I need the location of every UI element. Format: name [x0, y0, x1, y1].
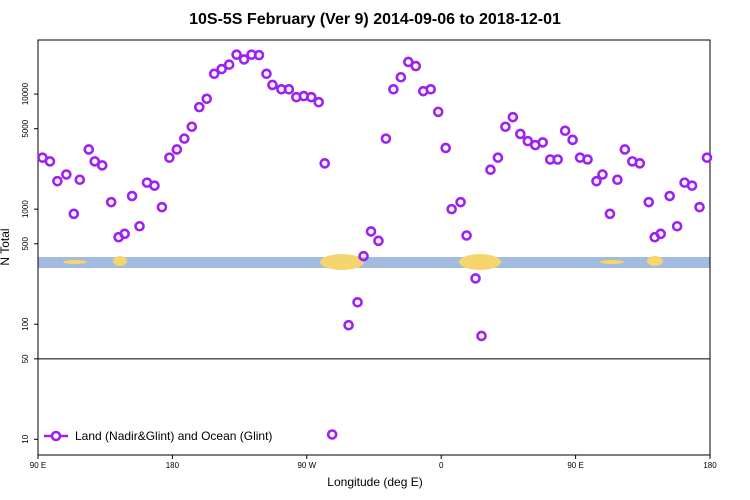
point — [201, 93, 213, 105]
point — [604, 208, 616, 220]
point — [179, 133, 190, 144]
legend-marker — [50, 430, 62, 442]
point — [507, 111, 519, 123]
point — [326, 429, 338, 440]
point — [476, 330, 487, 342]
point — [68, 208, 80, 220]
point — [223, 59, 235, 70]
legend-label: Land (Nadir&Glint) and Ocean (Glint) — [75, 429, 272, 443]
point — [216, 63, 227, 75]
point — [253, 49, 265, 61]
point — [74, 174, 86, 186]
y-tick-label: 10 — [21, 434, 30, 443]
point — [352, 297, 363, 308]
point — [319, 158, 331, 169]
point — [664, 190, 675, 202]
point — [485, 164, 496, 176]
point — [231, 49, 242, 60]
point — [313, 96, 325, 108]
x-tick-label: 0 — [439, 461, 444, 470]
point — [283, 83, 295, 95]
y-tick-label: 1000 — [21, 200, 30, 218]
point — [380, 133, 392, 144]
x-axis-label: Longitude (deg E) — [327, 475, 422, 489]
point — [358, 250, 369, 262]
map-strip — [38, 254, 710, 270]
point — [591, 175, 602, 187]
x-tick-label: 180 — [166, 461, 180, 470]
point — [126, 190, 138, 202]
y-tick-label: 50 — [21, 354, 30, 363]
plot-frame — [37, 39, 711, 456]
point — [537, 137, 549, 148]
point — [552, 154, 563, 165]
point — [643, 196, 655, 208]
point — [52, 175, 63, 187]
point — [105, 196, 117, 208]
point — [119, 228, 130, 240]
point — [83, 144, 95, 155]
point — [694, 201, 705, 213]
chart-title: 10S-5S February (Ver 9) 2014-09-06 to 20… — [189, 11, 561, 28]
point — [500, 121, 511, 133]
point — [461, 230, 472, 241]
point — [701, 152, 713, 163]
point — [365, 226, 377, 237]
point — [559, 125, 571, 137]
point — [238, 54, 250, 65]
point — [373, 235, 384, 247]
point — [567, 134, 578, 146]
point — [582, 154, 593, 165]
point — [470, 273, 481, 284]
point — [432, 106, 444, 118]
point — [193, 101, 205, 113]
point — [612, 174, 623, 186]
y-tick-label: 5000 — [21, 119, 30, 137]
y-axis-label: N Total — [0, 228, 12, 265]
point — [446, 203, 457, 215]
point — [388, 83, 399, 95]
point — [440, 142, 451, 154]
point — [156, 201, 168, 213]
point — [395, 71, 407, 83]
point — [410, 60, 422, 72]
point — [61, 169, 72, 180]
point — [96, 160, 108, 171]
point — [305, 91, 317, 103]
point — [671, 220, 683, 232]
point — [403, 56, 414, 68]
point — [634, 158, 646, 169]
point — [186, 121, 198, 133]
point — [164, 152, 175, 163]
point — [44, 156, 56, 167]
point — [655, 228, 667, 240]
point — [208, 68, 220, 80]
point — [149, 180, 160, 191]
point — [134, 220, 145, 232]
x-tick-label: 90 E — [567, 461, 583, 470]
point — [267, 79, 278, 91]
y-tick-label: 10000 — [21, 82, 30, 105]
point — [619, 144, 631, 155]
x-tick-label: 180 — [703, 461, 717, 470]
point — [492, 152, 504, 163]
point — [171, 144, 183, 155]
point — [455, 196, 466, 208]
x-tick-label: 90 E — [30, 461, 46, 470]
point — [686, 180, 698, 191]
point — [343, 319, 354, 331]
y-tick-label: 100 — [21, 317, 30, 331]
point — [261, 68, 272, 80]
x-tick-label: 90 W — [297, 461, 316, 470]
y-tick-label: 500 — [21, 237, 30, 251]
point — [597, 169, 608, 180]
point — [515, 128, 526, 140]
point — [425, 83, 437, 95]
